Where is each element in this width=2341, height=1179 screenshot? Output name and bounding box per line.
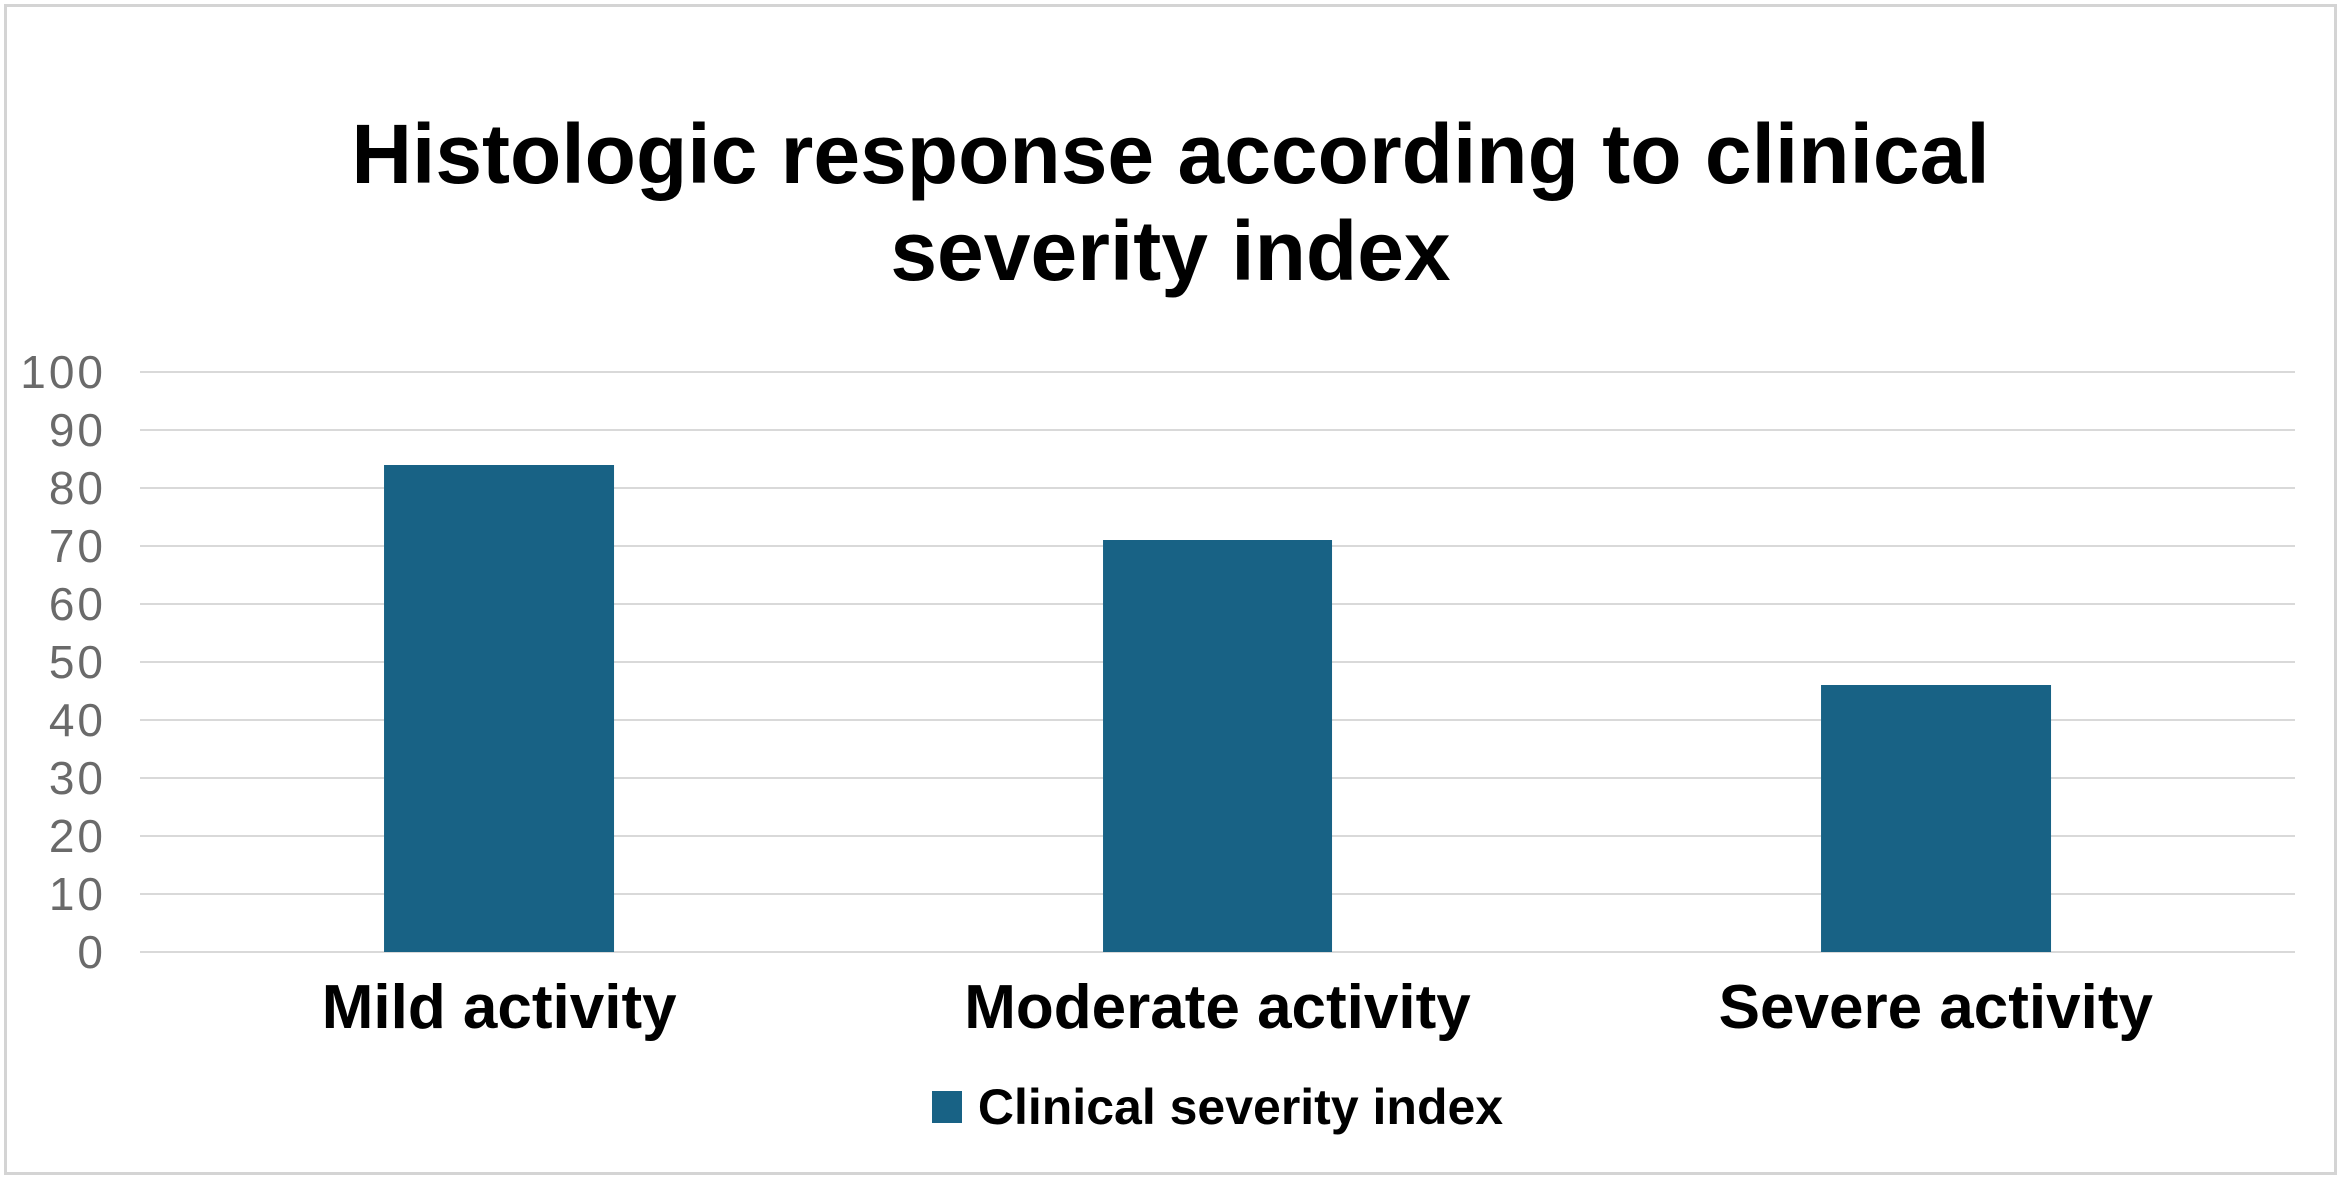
y-tick-label-10: 10 — [48, 868, 106, 920]
y-tick-label-70: 70 — [48, 520, 106, 572]
y-tick-label-0: 0 — [77, 926, 106, 978]
x-label-mild-activity: Mild activity — [321, 973, 677, 1042]
x-label-moderate-activity: Moderate activity — [964, 973, 1471, 1042]
y-tick-label-40: 40 — [48, 694, 106, 746]
y-tick-label-30: 30 — [48, 752, 106, 804]
bar-mild-activity — [384, 464, 615, 952]
plot-area: 0 10 20 30 40 50 60 70 80 90 100 — [20, 349, 2295, 975]
y-tick-label-90: 90 — [48, 404, 106, 456]
y-tick-label-100: 100 — [20, 346, 106, 398]
chart-title: Histologic response according to clinica… — [351, 107, 1990, 299]
y-tick-label-80: 80 — [48, 462, 106, 514]
legend-label: Clinical severity index — [977, 1079, 1504, 1135]
x-label-severe-activity: Severe activity — [1718, 973, 2153, 1042]
gridline-0 — [140, 951, 2295, 953]
y-tick-label-60: 60 — [48, 578, 106, 630]
legend-swatch — [931, 1091, 962, 1123]
gridline-100 — [140, 371, 2295, 373]
legend: Clinical severity index — [140, 1082, 2295, 1132]
x-axis-labels: Mild activity Moderate activity Severe act… — [140, 973, 2295, 1054]
y-tick-label-20: 20 — [48, 810, 106, 862]
gridline-90 — [140, 429, 2295, 431]
y-tick-label-50: 50 — [48, 636, 106, 688]
bar-severe-activity — [1820, 685, 2051, 952]
gridline-80 — [140, 487, 2295, 489]
bar-moderate-activity — [1102, 540, 1333, 952]
